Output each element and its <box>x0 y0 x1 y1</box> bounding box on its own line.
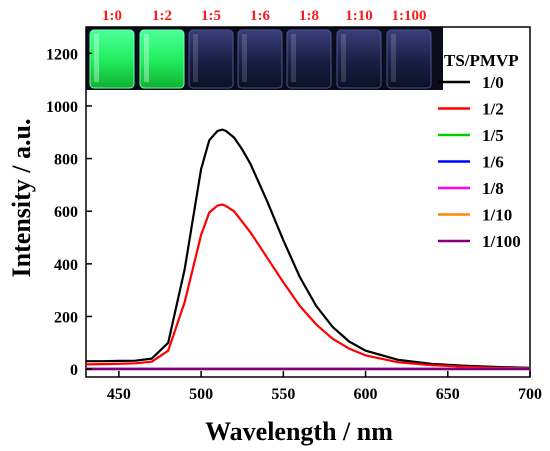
y-tick-label: 800 <box>54 152 78 169</box>
vial-highlight-6 <box>391 34 396 82</box>
vial-2 <box>188 29 234 89</box>
x-tick-label: 450 <box>107 386 131 403</box>
vial-highlight-0 <box>94 34 99 82</box>
vial-highlight-2 <box>193 34 198 82</box>
vial-3 <box>237 29 283 89</box>
ratio-label-0: 1:0 <box>102 8 122 24</box>
legend: 1/0 1/2 1/5 1/6 1/8 1/10 1/100 <box>438 73 521 251</box>
vial-6 <box>386 29 432 89</box>
vial-0 <box>89 29 135 89</box>
x-axis-ticks: 450 500 550 600 650 700 <box>107 371 542 403</box>
legend-label-5: 1/10 <box>482 206 512 225</box>
legend-label-2: 1/5 <box>482 126 504 145</box>
y-axis-ticks: 0 200 400 600 800 1000 1200 <box>46 46 92 379</box>
vial-1 <box>139 29 185 89</box>
x-tick-label: 650 <box>436 386 460 403</box>
y-tick-label: 0 <box>70 362 78 379</box>
legend-label-4: 1/8 <box>482 179 504 198</box>
plot-frame <box>85 26 531 378</box>
y-tick-label: 200 <box>54 309 78 326</box>
ratio-label-1: 1:2 <box>152 8 172 24</box>
x-tick-label: 500 <box>189 386 213 403</box>
legend-label-6: 1/100 <box>482 232 521 251</box>
series-line-0 <box>86 128 531 369</box>
x-tick-label: 550 <box>271 386 295 403</box>
legend-label-0: 1/0 <box>482 73 504 92</box>
inset-ratio-labels: 1:0 1:2 1:5 1:6 1:8 1:10 1:100 <box>102 8 427 24</box>
series-line-1 <box>85 203 531 370</box>
y-tick-label: 600 <box>54 204 78 221</box>
y-tick-label: 1000 <box>46 99 78 116</box>
y-tick-label: 400 <box>54 257 78 274</box>
series-lines <box>85 128 531 371</box>
x-tick-label: 600 <box>354 386 378 403</box>
inset-vials <box>89 29 432 89</box>
ratio-label-2: 1:5 <box>201 8 221 24</box>
vial-highlight-3 <box>242 34 247 82</box>
vial-highlight-4 <box>291 34 296 82</box>
y-tick-label: 1200 <box>46 46 78 63</box>
x-tick-label: 700 <box>518 386 542 403</box>
ratio-label-5: 1:10 <box>345 8 373 24</box>
vial-4 <box>286 29 332 89</box>
vial-5 <box>336 29 382 89</box>
vial-highlight-1 <box>144 34 149 82</box>
vial-highlight-5 <box>341 34 346 82</box>
ratio-label-4: 1:8 <box>299 8 319 24</box>
x-axis-title: Wavelength / nm <box>205 417 393 446</box>
legend-label-1: 1/2 <box>482 100 504 119</box>
ratio-label-6: 1:100 <box>392 8 427 24</box>
legend-label-3: 1/6 <box>482 153 504 172</box>
y-axis-title: Intensity / a.u. <box>7 119 36 278</box>
legend-title: TS/PMVP <box>444 51 519 70</box>
ratio-label-3: 1:6 <box>250 8 270 24</box>
